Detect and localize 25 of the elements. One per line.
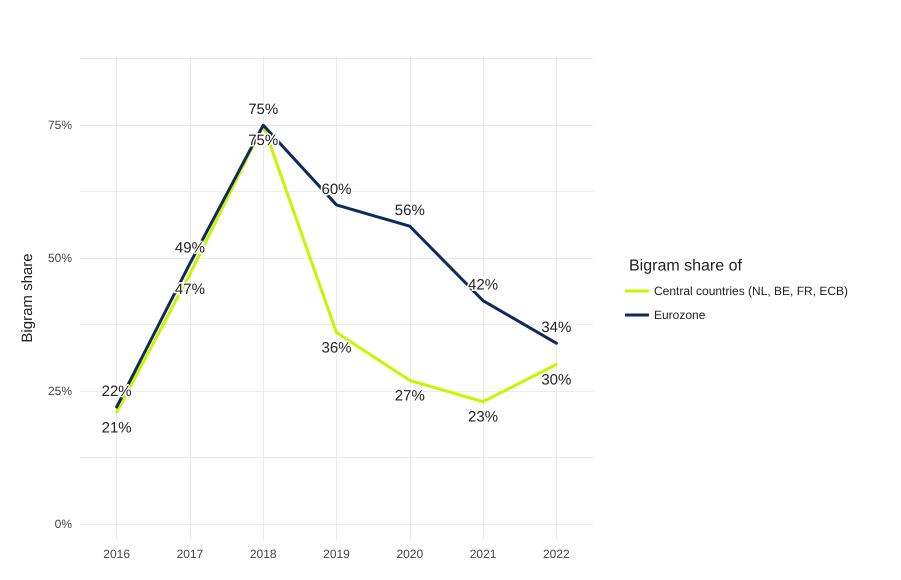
legend-label: Central countries (NL, BE, FR, ECB)	[654, 284, 848, 298]
legend-label: Eurozone	[654, 308, 706, 322]
x-tick-label: 2016	[103, 547, 130, 561]
data-label: 27%	[394, 387, 425, 404]
x-tick-label: 2020	[396, 547, 424, 561]
x-tick-label: 2022	[543, 547, 570, 561]
data-label: 36%	[321, 340, 352, 357]
y-axis-title: Bigram share	[19, 253, 36, 343]
data-label: 42%	[468, 276, 498, 294]
legend-title: Bigram share of	[629, 258, 742, 274]
x-tick-label: 2017	[176, 547, 204, 561]
x-tick-label: 2021	[470, 547, 497, 561]
data-label: 21%	[102, 419, 132, 436]
y-tick-label: 50%	[48, 251, 72, 266]
x-tick-label: 2019	[323, 547, 350, 561]
x-tick-label: 2018	[250, 547, 277, 561]
y-tick-label: 75%	[48, 118, 72, 132]
data-label: 30%	[541, 371, 572, 388]
data-label: 60%	[321, 180, 352, 198]
data-label: 34%	[541, 319, 572, 336]
data-label: 23%	[468, 408, 498, 426]
data-label: 56%	[394, 202, 425, 220]
data-label: 75%	[248, 101, 278, 118]
y-tick-label: 25%	[48, 384, 72, 398]
y-tick-label: 0%	[54, 517, 72, 532]
